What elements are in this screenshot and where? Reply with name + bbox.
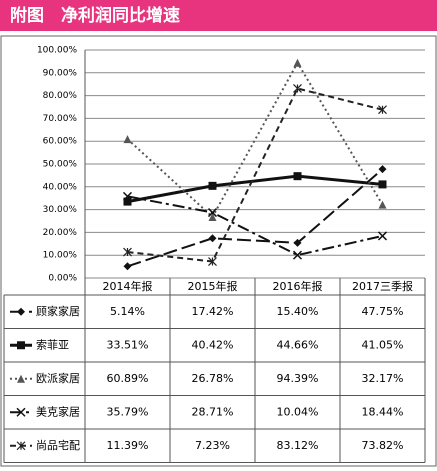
y-tick-label: 50.00% (43, 160, 78, 170)
marker (123, 247, 132, 257)
table-value: 73.82% (362, 439, 404, 452)
table-value: 44.66% (277, 338, 319, 351)
marker (293, 238, 302, 247)
legend-label: 顾家家居 (36, 304, 80, 318)
table-value: 7.23% (195, 439, 230, 452)
table-value: 15.40% (277, 305, 319, 318)
legend-marker (17, 341, 25, 350)
frame (0, 35, 437, 467)
y-tick-label: 80.00% (43, 91, 78, 101)
table-value: 28.71% (192, 405, 234, 418)
marker (123, 135, 132, 144)
y-tick-label: 10.00% (43, 251, 78, 261)
x-tick-label: 2014年报 (103, 279, 153, 293)
table-value: 33.51% (107, 338, 149, 351)
series-line (127, 87, 383, 263)
y-tick-label: 70.00% (43, 114, 78, 124)
table-value: 32.17% (362, 372, 404, 385)
y-tick-label: 60.00% (43, 137, 78, 147)
table-value: 60.89% (107, 372, 149, 385)
marker (293, 58, 302, 67)
marker (208, 212, 217, 221)
table-value: 83.12% (277, 439, 319, 452)
y-tick-label: 100.00% (37, 46, 77, 56)
y-tick-label: 30.00% (43, 205, 78, 215)
marker (378, 165, 387, 174)
title-bar (0, 0, 437, 31)
marker (208, 234, 217, 243)
legend-marker (17, 307, 25, 316)
marker (378, 200, 387, 209)
series-line (127, 174, 383, 204)
marker (123, 262, 132, 271)
series-line (127, 168, 384, 268)
table-value: 17.42% (192, 305, 234, 318)
marker (208, 181, 217, 190)
legend-label: 索菲亚 (36, 337, 69, 351)
marker (123, 197, 132, 206)
chart-title: 附图 净利润同比增速 (10, 5, 180, 26)
marker (377, 231, 388, 241)
legend-label: 美克家居 (36, 404, 80, 418)
marker (378, 180, 387, 189)
marker (122, 191, 133, 201)
x-tick-label: 2017三季报 (352, 279, 413, 293)
table-value: 47.75% (362, 305, 404, 318)
legend-label: 尚品宅配 (36, 438, 80, 452)
x-tick-label: 2016年报 (273, 279, 323, 293)
y-tick-label: 20.00% (43, 228, 78, 238)
y-tick-label: 0.00% (48, 274, 77, 284)
y-tick-label: 90.00% (43, 68, 78, 78)
marker (208, 257, 217, 266)
y-tick-label: 40.00% (43, 182, 78, 192)
table-value: 10.04% (277, 405, 319, 418)
table-value: 40.42% (192, 338, 234, 351)
legend-label: 欧派家居 (36, 371, 80, 385)
marker (293, 172, 302, 181)
table-value: 5.14% (110, 305, 145, 318)
table-value: 94.39% (277, 372, 319, 385)
table-value: 18.44% (362, 405, 404, 418)
marker (207, 208, 218, 218)
legend-marker (16, 441, 26, 451)
legend-marker (16, 407, 26, 417)
marker (292, 250, 303, 260)
marker (293, 84, 302, 93)
table-value: 41.05% (362, 338, 404, 351)
table-value: 35.79% (107, 405, 149, 418)
table-value: 11.39% (107, 439, 149, 452)
legend-marker (17, 374, 25, 383)
x-tick-label: 2015年报 (188, 279, 238, 293)
table-value: 26.78% (192, 372, 234, 385)
series-line (127, 195, 383, 257)
marker (378, 105, 387, 115)
